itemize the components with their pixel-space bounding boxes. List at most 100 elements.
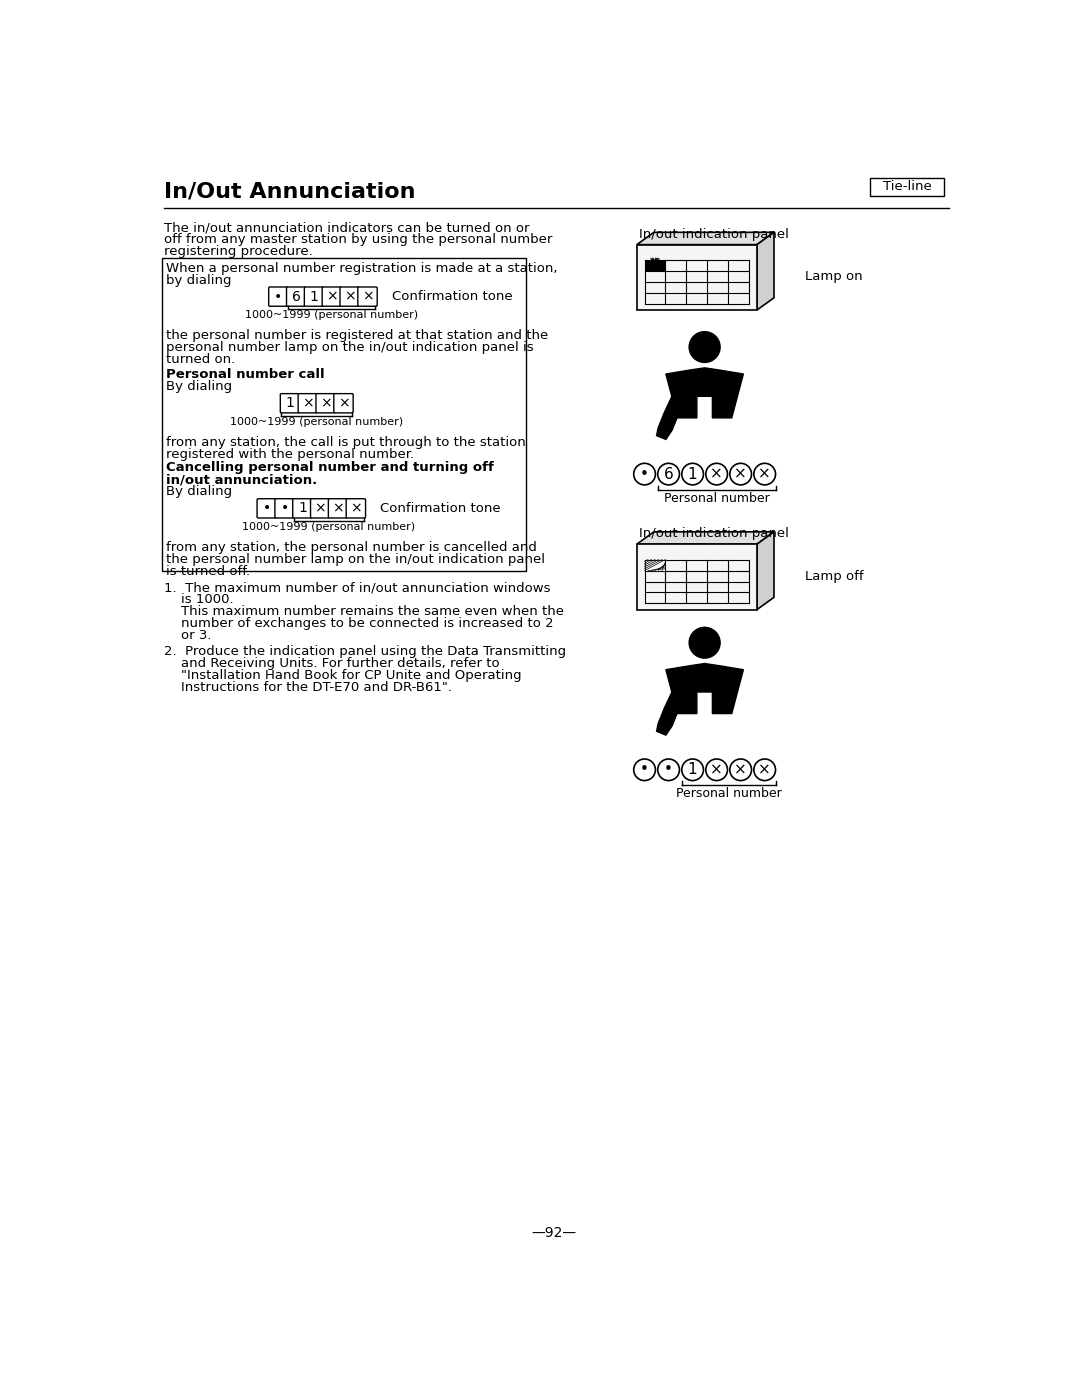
- FancyBboxPatch shape: [334, 394, 353, 414]
- Polygon shape: [757, 532, 774, 609]
- Polygon shape: [637, 232, 774, 244]
- Circle shape: [634, 464, 656, 485]
- Text: —92—: —92—: [531, 1227, 576, 1241]
- Text: Cancelling personal number and turning off: Cancelling personal number and turning o…: [166, 461, 494, 475]
- Text: Personal number: Personal number: [676, 788, 782, 800]
- Text: from any station, the personal number is cancelled and: from any station, the personal number is…: [166, 541, 537, 553]
- Polygon shape: [637, 532, 774, 545]
- FancyBboxPatch shape: [269, 286, 288, 306]
- Circle shape: [681, 464, 703, 485]
- Text: By dialing: By dialing: [166, 380, 232, 393]
- Text: 6: 6: [664, 467, 674, 482]
- Text: ×: ×: [758, 763, 771, 777]
- Circle shape: [634, 759, 656, 781]
- Text: number of exchanges to be connected is increased to 2: number of exchanges to be connected is i…: [164, 617, 554, 630]
- Text: 1: 1: [310, 289, 319, 303]
- Text: is turned off.: is turned off.: [166, 564, 251, 577]
- FancyBboxPatch shape: [305, 286, 324, 306]
- Text: 1: 1: [688, 467, 698, 482]
- Text: ×: ×: [302, 397, 313, 411]
- Text: ×: ×: [758, 467, 771, 482]
- FancyBboxPatch shape: [328, 499, 348, 518]
- Circle shape: [689, 627, 720, 658]
- Bar: [162, 257, 526, 571]
- Polygon shape: [666, 367, 743, 418]
- Text: registering procedure.: registering procedure.: [164, 246, 313, 258]
- Text: The in/out annunciation indicators can be turned on or: The in/out annunciation indicators can b…: [164, 222, 530, 235]
- Bar: [869, 177, 944, 196]
- Text: Lamp on: Lamp on: [806, 271, 863, 284]
- Text: 6: 6: [292, 289, 300, 303]
- Text: •: •: [640, 467, 649, 482]
- FancyBboxPatch shape: [298, 394, 318, 414]
- Text: ×: ×: [338, 397, 349, 411]
- Text: registered with the personal number.: registered with the personal number.: [166, 447, 414, 461]
- Circle shape: [730, 759, 752, 781]
- Text: ×: ×: [333, 502, 343, 515]
- FancyBboxPatch shape: [347, 499, 365, 518]
- Text: 1000~1999 (personal number): 1000~1999 (personal number): [242, 522, 416, 532]
- Text: In/out indication panel: In/out indication panel: [638, 228, 788, 240]
- Text: ×: ×: [734, 467, 747, 482]
- Text: ×: ×: [326, 289, 338, 303]
- Polygon shape: [657, 374, 697, 440]
- Text: off from any master station by using the personal number: off from any master station by using the…: [164, 233, 553, 246]
- Polygon shape: [713, 374, 734, 412]
- Text: 1: 1: [688, 763, 698, 777]
- Bar: [645, 560, 665, 570]
- Text: ×: ×: [314, 502, 326, 515]
- FancyBboxPatch shape: [275, 499, 294, 518]
- FancyBboxPatch shape: [316, 394, 335, 414]
- Text: ×: ×: [711, 467, 723, 482]
- Text: •: •: [281, 502, 288, 515]
- Circle shape: [681, 759, 703, 781]
- Text: •: •: [262, 502, 271, 515]
- Text: ×: ×: [350, 502, 362, 515]
- Text: 1: 1: [298, 502, 307, 515]
- Circle shape: [689, 331, 720, 362]
- Text: Personal number call: Personal number call: [166, 369, 325, 381]
- FancyBboxPatch shape: [286, 286, 306, 306]
- Text: 1: 1: [285, 397, 295, 411]
- Text: in/out annunciation.: in/out annunciation.: [166, 474, 318, 486]
- Text: Tie-line: Tie-line: [882, 180, 931, 193]
- Text: the personal number lamp on the in/out indication panel: the personal number lamp on the in/out i…: [166, 553, 545, 566]
- Text: Personal number: Personal number: [664, 492, 770, 504]
- Circle shape: [658, 464, 679, 485]
- Circle shape: [730, 464, 752, 485]
- Circle shape: [706, 759, 728, 781]
- Text: ×: ×: [734, 763, 747, 777]
- Text: ×: ×: [343, 289, 355, 303]
- Text: ×: ×: [320, 397, 332, 411]
- Text: Lamp off: Lamp off: [806, 570, 864, 583]
- Bar: [637, 545, 757, 609]
- Text: By dialing: By dialing: [166, 485, 232, 499]
- Text: the personal number is registered at that station and the: the personal number is registered at tha…: [166, 328, 549, 342]
- FancyBboxPatch shape: [322, 286, 341, 306]
- Text: This maximum number remains the same even when the: This maximum number remains the same eve…: [164, 605, 565, 619]
- Circle shape: [754, 759, 775, 781]
- Circle shape: [658, 759, 679, 781]
- FancyBboxPatch shape: [281, 394, 299, 414]
- Text: 1000~1999 (personal number): 1000~1999 (personal number): [245, 310, 418, 320]
- Polygon shape: [666, 664, 743, 714]
- Text: •: •: [640, 763, 649, 777]
- FancyBboxPatch shape: [340, 286, 360, 306]
- Text: •: •: [274, 289, 283, 303]
- Text: 2.  Produce the indication panel using the Data Transmitting: 2. Produce the indication panel using th…: [164, 645, 567, 658]
- Text: Confirmation tone: Confirmation tone: [392, 291, 512, 303]
- FancyBboxPatch shape: [311, 499, 329, 518]
- Polygon shape: [713, 669, 734, 708]
- FancyBboxPatch shape: [357, 286, 377, 306]
- Text: In/Out Annunciation: In/Out Annunciation: [164, 182, 416, 201]
- Text: Instructions for the DT-E70 and DR-B61".: Instructions for the DT-E70 and DR-B61".: [164, 680, 453, 694]
- Text: •: •: [664, 763, 673, 777]
- Text: by dialing: by dialing: [166, 274, 231, 286]
- Text: Confirmation tone: Confirmation tone: [380, 502, 500, 515]
- Text: "Installation Hand Book for CP Unite and Operating: "Installation Hand Book for CP Unite and…: [164, 669, 522, 682]
- Text: ×: ×: [711, 763, 723, 777]
- FancyBboxPatch shape: [293, 499, 312, 518]
- Circle shape: [706, 464, 728, 485]
- Text: or 3.: or 3.: [164, 629, 212, 643]
- FancyBboxPatch shape: [257, 499, 276, 518]
